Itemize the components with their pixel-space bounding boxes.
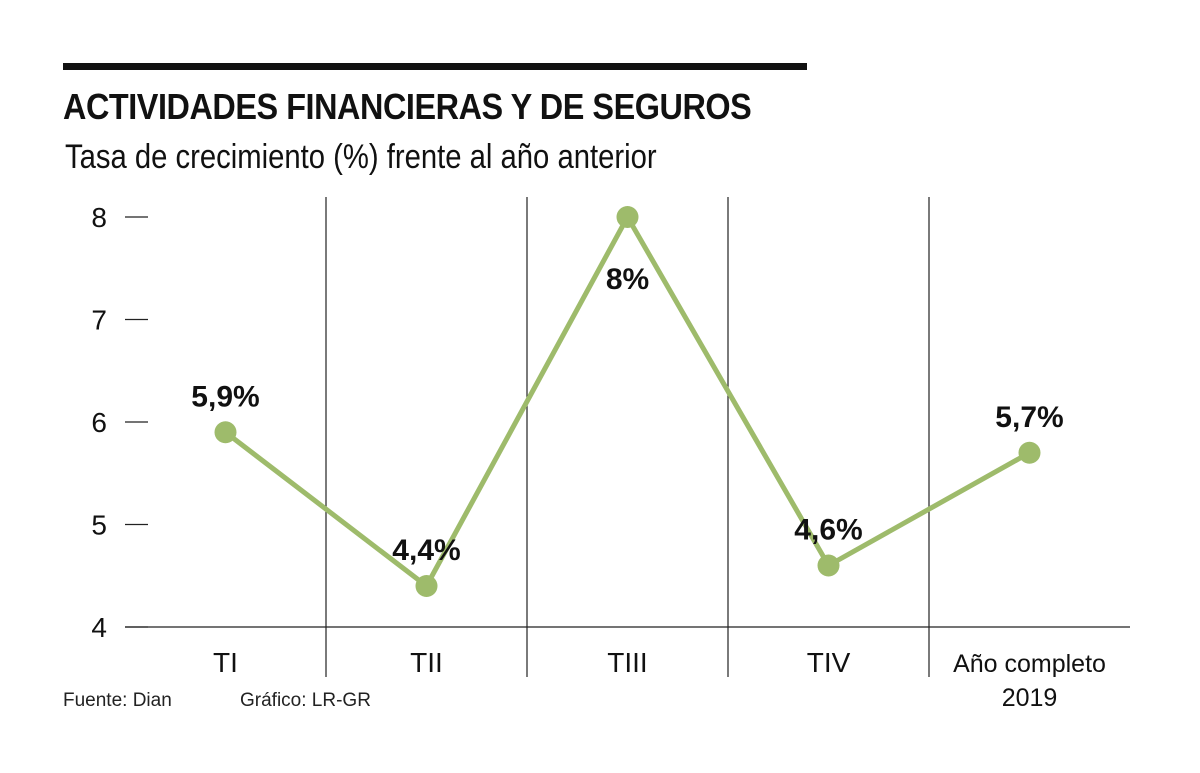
x-tick-label: TII xyxy=(410,647,443,678)
data-point xyxy=(1018,441,1041,464)
data-label: 5,9% xyxy=(191,380,259,413)
x-tick-label: 2019 xyxy=(1002,684,1058,712)
data-label: 8% xyxy=(606,263,649,296)
y-tick-label: 6 xyxy=(91,407,107,438)
data-point xyxy=(817,554,840,577)
data-point xyxy=(616,206,639,228)
data-label: 5,7% xyxy=(995,401,1063,434)
y-tick-label: 4 xyxy=(91,612,107,643)
chart-title: ACTIVIDADES FINANCIERAS Y DE SEGUROS xyxy=(63,86,752,127)
chart-subtitle: Tasa de crecimiento (%) frente al año an… xyxy=(65,138,657,176)
data-label: 4,4% xyxy=(392,534,460,567)
x-tick-label: Año completo xyxy=(953,650,1106,678)
data-point xyxy=(415,575,438,597)
x-tick-label: TI xyxy=(213,647,238,678)
y-tick-label: 5 xyxy=(91,510,107,541)
title-bar xyxy=(63,63,807,70)
data-label: 4,6% xyxy=(794,514,862,547)
source-note: Fuente: Dian xyxy=(63,690,172,711)
data-series: 5,9% 4,4% 8% 4,6% 5,7% xyxy=(191,206,1064,597)
x-tick-label: TIV xyxy=(807,647,851,678)
y-tick-label: 7 xyxy=(91,305,107,336)
x-tick-label: TIII xyxy=(607,647,647,678)
y-tick-label: 8 xyxy=(91,202,107,233)
graphic-credit: Gráfico: LR-GR xyxy=(240,690,371,711)
category-dividers xyxy=(325,197,930,677)
data-point xyxy=(214,421,237,444)
x-axis: TI TII TIII TIV Año completo 2019 xyxy=(125,626,1130,712)
y-axis: 4 5 6 7 8 xyxy=(91,202,148,643)
